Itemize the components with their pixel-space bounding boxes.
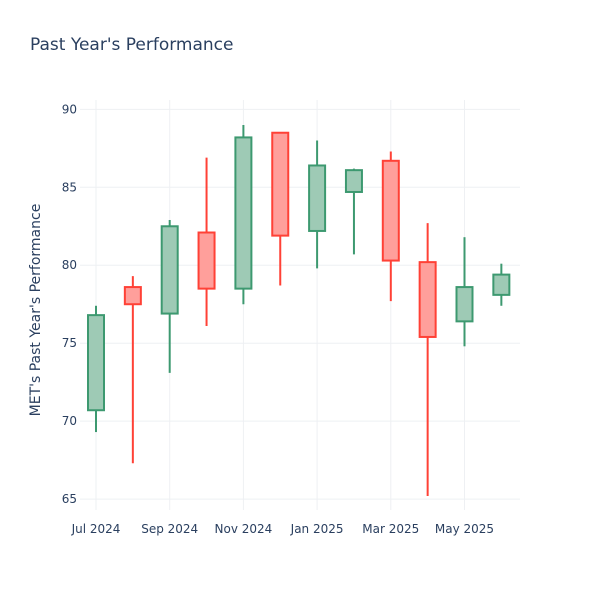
candle [160, 220, 179, 373]
candle [418, 223, 437, 496]
candle [271, 131, 290, 286]
y-tick-label: 65 [62, 492, 77, 506]
x-tick-label: Mar 2025 [362, 522, 419, 536]
candle-body [381, 159, 400, 262]
candle-body [308, 164, 327, 232]
y-tick-label: 85 [62, 180, 77, 194]
x-axis-ticks: Jul 2024 Sep 2024 Nov 2024 Jan 2025 Mar 2025… [71, 522, 495, 536]
candle [234, 124, 253, 305]
candle-body [234, 136, 253, 290]
candle [455, 237, 474, 347]
candle-body [455, 286, 474, 323]
candle [197, 157, 216, 327]
x-tick-label: Sep 2024 [141, 522, 198, 536]
y-tick-label: 80 [62, 258, 77, 272]
candle-body [160, 225, 179, 315]
candle-layer [87, 124, 511, 496]
candle-body [418, 261, 437, 338]
candle [87, 305, 105, 433]
y-tick-label: 75 [62, 336, 77, 350]
candle-body [271, 131, 290, 237]
candle [123, 276, 142, 464]
candle-body [123, 286, 142, 306]
x-tick-label: Jul 2024 [71, 522, 121, 536]
y-tick-label: 70 [62, 414, 77, 428]
candle [308, 140, 327, 269]
candle [344, 168, 363, 255]
x-tick-label: Jan 2025 [290, 522, 344, 536]
y-axis-label: MET's Past Year's Performance [28, 204, 44, 417]
x-tick-label: May 2025 [435, 522, 494, 536]
candle [492, 263, 511, 306]
candle-body [492, 273, 511, 296]
candle-body [197, 231, 216, 290]
candle-body [87, 314, 105, 412]
candle-body [344, 169, 363, 193]
y-tick-label: 90 [62, 102, 77, 116]
chart-title: Past Year's Performance [30, 35, 234, 55]
candle [381, 151, 400, 302]
y-axis-ticks: 65 70 75 80 85 90 [62, 102, 77, 506]
x-tick-label: Nov 2024 [215, 522, 273, 536]
